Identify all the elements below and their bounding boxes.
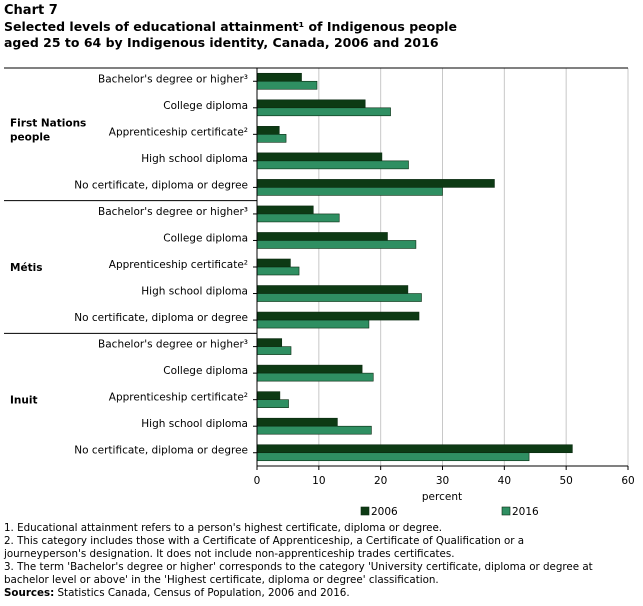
footnote-3-line-1: 3. The term 'Bachelor's degree or higher… [4, 561, 593, 573]
chart-header: Chart 7 Selected levels of educational a… [4, 3, 634, 51]
bar-2016 [256, 293, 422, 302]
bar-2016 [256, 187, 443, 196]
category-label: College diploma [163, 232, 248, 244]
footnote-3-line-2: bachelor level or above' in the 'Highest… [4, 574, 439, 586]
legend-swatch-2016 [501, 506, 511, 516]
category-label: No certificate, diploma or degree [74, 179, 248, 191]
x-tick-label: 50 [559, 475, 572, 487]
bar-2016 [256, 399, 289, 408]
category-label: No certificate, diploma or degree [74, 445, 248, 457]
bar-2006 [256, 258, 291, 268]
x-tick-label: 10 [312, 475, 325, 487]
bar-2006 [256, 232, 388, 241]
bar-2006 [256, 99, 366, 109]
x-tick-label: 30 [436, 475, 449, 487]
bar-2006 [256, 444, 573, 454]
group-label: Métis [10, 262, 42, 274]
group-label: Inuit [10, 395, 37, 407]
category-label: Apprenticeship certificate² [109, 392, 248, 404]
bar-2016 [256, 240, 417, 249]
legend-swatch-2006 [360, 506, 370, 516]
bar-2006 [256, 205, 314, 215]
sources-label: Sources: [4, 587, 55, 599]
category-label: High school diploma [141, 153, 248, 165]
footnote-1: 1. Educational attainment refers to a pe… [4, 522, 443, 534]
x-axis-label: percent [422, 491, 462, 503]
legend-label-2016: 2016 [512, 506, 539, 518]
bar-2016 [256, 134, 287, 143]
chart-number: Chart 7 [4, 3, 58, 18]
category-label: Bachelor's degree or higher³ [98, 73, 248, 85]
bar-2016 [256, 213, 340, 223]
bar-2006 [256, 285, 409, 294]
bar-2016 [256, 160, 409, 170]
bar-2006 [256, 152, 383, 162]
bar-2006 [256, 72, 302, 82]
sources-text: Statistics Canada, Census of Population,… [54, 587, 350, 599]
category-label: High school diploma [141, 286, 248, 298]
category-label: No certificate, diploma or degree [74, 312, 248, 324]
category-label: College diploma [163, 365, 248, 377]
category-label: Apprenticeship certificate² [109, 126, 248, 138]
bar-2006 [256, 179, 495, 188]
bar-2006 [256, 338, 283, 347]
legend-label-2006: 2006 [371, 506, 398, 518]
chart-title-line-2: aged 25 to 64 by Indigenous identity, Ca… [4, 35, 439, 50]
category-label: High school diploma [141, 418, 248, 430]
category-label: College diploma [163, 100, 248, 112]
bar-2016 [256, 372, 374, 382]
footnote-2-line-2: journeyperson's designation. It does not… [4, 548, 455, 560]
bar-2016 [256, 80, 318, 90]
bar-2006 [256, 417, 338, 427]
bar-2016 [256, 266, 300, 276]
category-label: Apprenticeship certificate² [109, 259, 248, 271]
footnotes: 1. Educational attainment refers to a pe… [4, 522, 636, 600]
bar-2016 [256, 319, 370, 329]
group-label: people [10, 131, 50, 143]
chart: First Nations people Bachelor's degree or … [4, 67, 635, 518]
bar-2016 [256, 346, 292, 355]
sources: Sources: Statistics Canada, Census of Po… [4, 587, 636, 600]
x-tick-label: 0 [254, 475, 261, 487]
bar-2006 [256, 391, 281, 400]
bar-2006 [256, 126, 280, 135]
bar-2006 [256, 311, 420, 321]
x-tick-label: 40 [498, 475, 511, 487]
x-tick-label: 20 [374, 475, 387, 487]
footnote-2-line-1: 2. This category includes those with a C… [4, 535, 525, 547]
chart-title-line-1: Selected levels of educational attainmen… [4, 19, 457, 34]
bar-2016 [256, 425, 372, 435]
category-label: Bachelor's degree or higher³ [98, 206, 248, 218]
bar-2006 [256, 364, 363, 374]
group-label: First Nations [10, 117, 86, 129]
bar-2016 [256, 452, 530, 462]
bar-2016 [256, 107, 391, 117]
category-label: Bachelor's degree or higher³ [98, 339, 248, 351]
x-tick-label: 60 [621, 475, 634, 487]
